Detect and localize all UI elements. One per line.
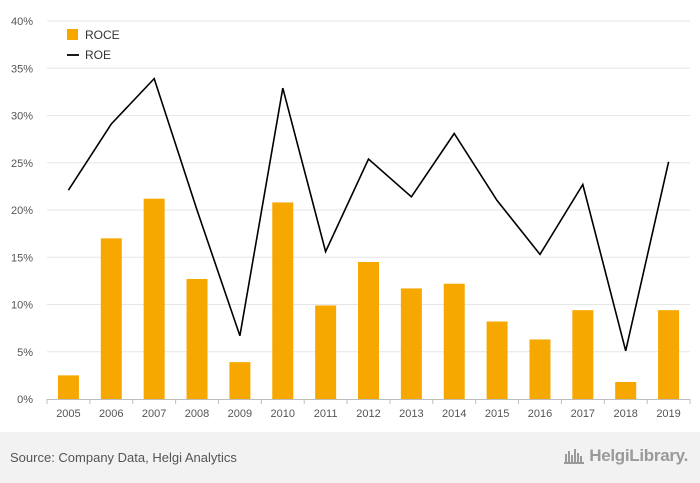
roce-bar: [186, 278, 208, 399]
y-tick-label: 10%: [11, 300, 33, 312]
roce-bar: [443, 283, 465, 399]
brand-logo: HelgiLibrary.: [563, 446, 688, 466]
footer: Source: Company Data, Helgi Analytics He…: [0, 432, 700, 483]
legend-roe-label: ROE: [85, 48, 111, 62]
chart: 0%5%10%15%20%25%30%35%40% 2005 2006 2007 20…: [11, 16, 691, 420]
x-axis-ticks: 2005 2006 2007 2008 2009 2010 2011 2012 2013 2014…: [46, 399, 691, 420]
roce-bar: [572, 310, 594, 399]
y-tick-label: 0%: [17, 394, 33, 406]
y-tick-label: 20%: [11, 205, 33, 217]
roce-bar: [229, 362, 251, 399]
brand-name: HelgiLibrary.: [589, 446, 688, 465]
x-tick-label: 2005: [56, 408, 80, 420]
x-tick-label: 2006: [99, 408, 123, 420]
library-icon: [564, 449, 585, 464]
legend-roce-label: ROCE: [85, 28, 120, 42]
roce-bar: [272, 202, 294, 399]
x-tick-label: 2019: [656, 408, 680, 420]
roce-bar: [315, 305, 337, 399]
roce-bar: [100, 238, 122, 399]
y-tick-label: 30%: [11, 111, 33, 123]
roce-bar: [57, 375, 79, 399]
legend-roce-swatch: [67, 29, 78, 40]
y-tick-label: 25%: [11, 158, 33, 170]
x-tick-label: 2011: [314, 408, 338, 420]
x-tick-label: 2009: [228, 408, 252, 420]
roce-bars: [57, 198, 680, 399]
x-tick-label: 2010: [271, 408, 295, 420]
x-tick-label: 2013: [399, 408, 423, 420]
y-tick-label: 15%: [11, 252, 33, 264]
legend: ROCE ROE: [67, 28, 120, 62]
roce-bar: [615, 381, 637, 399]
x-tick-label: 2008: [185, 408, 209, 420]
x-tick-label: 2007: [142, 408, 166, 420]
y-tick-label: 35%: [11, 63, 33, 75]
x-tick-label: 2012: [356, 408, 380, 420]
x-tick-label: 2017: [571, 408, 595, 420]
y-axis-ticks: 0% 5% 10% 15% 20% 25% 30% 35% 40%: [11, 16, 33, 406]
y-tick-label: 5%: [17, 347, 33, 359]
x-tick-label: 2018: [613, 408, 637, 420]
roce-bar: [529, 339, 551, 399]
y-tick-label: 40%: [11, 16, 33, 28]
roce-bar: [400, 288, 422, 399]
x-tick-label: 2015: [485, 408, 509, 420]
x-tick-label: 2016: [528, 408, 552, 420]
x-tick-label: 2014: [442, 408, 466, 420]
roce-bar: [658, 310, 680, 399]
roce-bar: [486, 321, 508, 399]
roce-bar: [143, 198, 165, 399]
roce-bar: [358, 261, 379, 399]
source-note: Source: Company Data, Helgi Analytics: [10, 450, 237, 465]
roe-line: [67, 77, 670, 351]
